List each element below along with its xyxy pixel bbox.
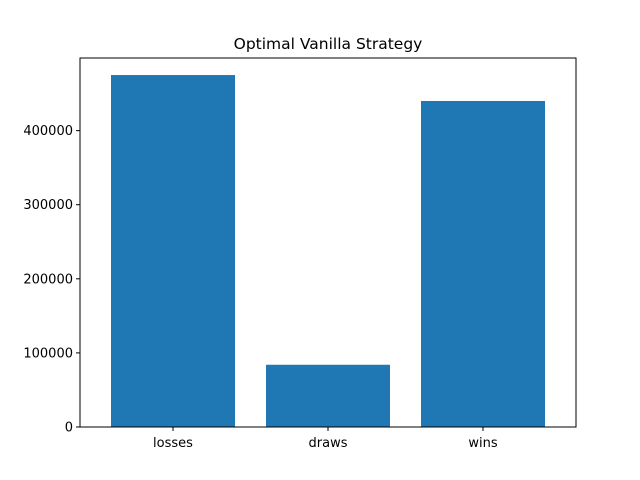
- y-tick-label-100000: 100000: [23, 346, 73, 361]
- y-tick-label-200000: 200000: [23, 272, 73, 287]
- bar-losses: [111, 75, 235, 427]
- bar-draws: [266, 364, 390, 427]
- chart-title: Optimal Vanilla Strategy: [234, 35, 423, 53]
- x-tick-label-losses: losses: [153, 436, 193, 451]
- bar-wins: [421, 100, 545, 428]
- plot-frame: [79, 57, 577, 428]
- x-axis: losses draws wins: [153, 427, 498, 451]
- y-tick-label-400000: 400000: [23, 124, 73, 139]
- y-tick-label-0: 0: [65, 421, 73, 436]
- y-axis: 0 100000 200000 300000 400000: [23, 124, 80, 436]
- y-tick-label-300000: 300000: [23, 198, 73, 213]
- x-tick-label-draws: draws: [309, 436, 348, 451]
- x-tick-label-wins: wins: [468, 436, 497, 451]
- bars-group: [111, 75, 545, 428]
